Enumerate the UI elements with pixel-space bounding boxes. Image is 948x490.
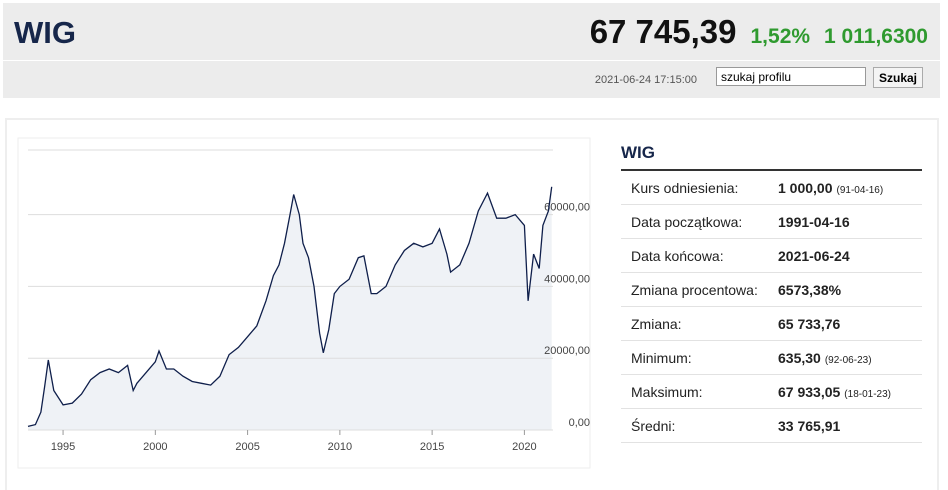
index-name: WIG xyxy=(14,15,76,50)
row: Zmiana procentowa: 6573,38% xyxy=(621,272,922,307)
value: 33 765,91 xyxy=(778,417,841,434)
row: Minimum: 635,30 (92-06-23) xyxy=(621,340,922,375)
row-value: 635,30 (92-06-23) xyxy=(776,340,922,375)
value: 1991-04-16 xyxy=(778,213,850,230)
value: 67 933,05 xyxy=(778,383,841,400)
row: Kurs odniesienia: 1 000,00 (91-04-16) xyxy=(621,170,922,205)
row: Zmiana: 65 733,76 xyxy=(621,306,922,341)
row-label: Kurs odniesienia: xyxy=(621,170,776,205)
y-tick-label: 60000,00 xyxy=(544,202,590,214)
date: (91-04-16) xyxy=(836,184,884,196)
x-tick-label: 1995 xyxy=(51,441,75,453)
row: Maksimum: 67 933,05 (18-01-23) xyxy=(621,374,922,409)
table-title: WIG xyxy=(621,143,655,162)
row-label: Minimum: xyxy=(621,340,776,375)
x-tick-label: 2020 xyxy=(512,441,536,453)
change-pct: 1,52% xyxy=(750,25,811,48)
row-label: Zmiana procentowa: xyxy=(621,272,776,307)
row-label: Średni: xyxy=(621,408,776,443)
panel xyxy=(5,118,939,490)
date: (92-06-23) xyxy=(824,354,872,366)
row: Data końcowa: 2021-06-24 xyxy=(621,238,922,273)
value: 2021-06-24 xyxy=(778,247,850,264)
row: Data początkowa: 1991-04-16 xyxy=(621,204,922,239)
last-price: 67 745,39 xyxy=(589,13,737,50)
row-value: 6573,38% xyxy=(776,272,922,307)
row-value: 1991-04-16 xyxy=(776,204,922,239)
y-tick-label: 0,00 xyxy=(569,417,590,429)
x-tick-label: 2000 xyxy=(143,441,167,453)
change: 1 011,6300 xyxy=(824,25,928,48)
row-label: Data końcowa: xyxy=(621,238,776,273)
search-input[interactable]: szukaj profilu xyxy=(716,67,866,86)
header: WIG 67 745,39 1,52% 1 011,6300 2021-06-24 … xyxy=(3,3,940,98)
x-tick-label: 2010 xyxy=(328,441,352,453)
row-label: Data początkowa: xyxy=(621,204,776,239)
y-tick-label: 20000,00 xyxy=(544,345,590,357)
row-value: 65 733,76 xyxy=(776,306,922,341)
date: (18-01-23) xyxy=(844,388,891,400)
timestamp: 2021-06-24 17:15:00 xyxy=(594,74,697,86)
area xyxy=(28,186,552,430)
chart: 0,00 20000,00 40000,00 60000,00 1995 2000 2005… xyxy=(17,137,591,469)
line xyxy=(27,186,553,428)
quote: 67 745,39 1,52% 1 011,6300 xyxy=(576,13,928,51)
row-label: Maksimum: xyxy=(621,374,776,409)
value: 65 733,76 xyxy=(778,315,841,332)
stats-table: Kurs odniesienia: 1 000,00 (91-04-16) Data … xyxy=(621,169,922,443)
row: Średni: 33 765,91 xyxy=(621,408,922,443)
row-value: 67 933,05 (18-01-23) xyxy=(776,374,922,409)
value: 1 000,00 xyxy=(778,179,833,196)
separator xyxy=(3,60,940,61)
value: 6573,38% xyxy=(778,281,842,298)
y-tick-label: 40000,00 xyxy=(544,273,590,285)
row-value: 2021-06-24 xyxy=(776,238,922,273)
row-label: Zmiana: xyxy=(621,306,776,341)
x-tick-label: 2015 xyxy=(420,441,444,453)
row-value: 33 765,91 xyxy=(776,408,922,443)
search-button[interactable]: Szukaj xyxy=(873,67,923,88)
row-value: 1 000,00 (91-04-16) xyxy=(776,170,922,205)
value: 635,30 xyxy=(778,349,821,366)
x-tick-label: 2005 xyxy=(235,441,259,453)
